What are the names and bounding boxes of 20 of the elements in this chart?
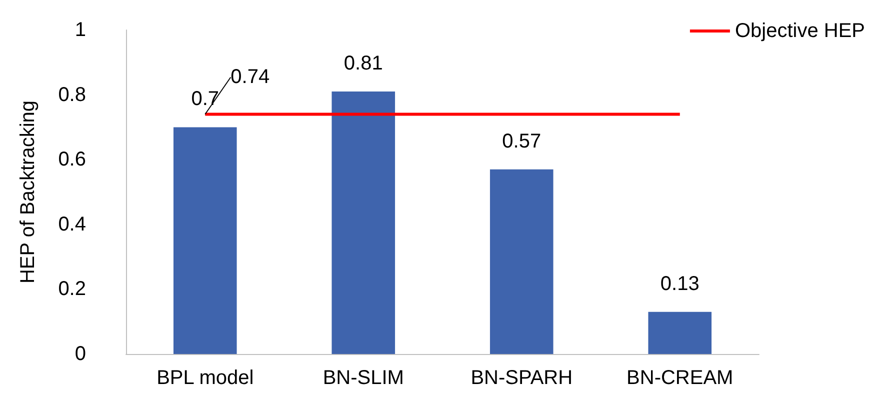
x-tick-label: BN-SPARH [470, 367, 573, 389]
bar [490, 169, 554, 354]
y-axis-title: HEP of Backtracking [17, 100, 39, 284]
bar [648, 312, 712, 354]
x-tick-label: BN-CREAM [626, 367, 734, 389]
data-label: 0.13 [660, 272, 700, 295]
data-label: 0.81 [344, 52, 383, 75]
data-label: 0.74 [230, 66, 270, 88]
x-tick-label: BN-SLIM [322, 367, 404, 389]
x-tick-label: BPL model [156, 367, 254, 389]
legend-label: Objective HEP [734, 20, 866, 42]
data-label: 0.57 [502, 130, 542, 152]
y-tick-label: 1 [74, 19, 86, 41]
y-tick-label: 0.8 [58, 84, 86, 106]
y-tick-label: 0.4 [58, 213, 86, 236]
y-tick-label: 0.2 [58, 278, 86, 300]
y-tick-label: 0 [74, 343, 86, 365]
bar [332, 92, 396, 354]
y-tick-label: 0.6 [58, 148, 86, 171]
bar [173, 127, 237, 354]
